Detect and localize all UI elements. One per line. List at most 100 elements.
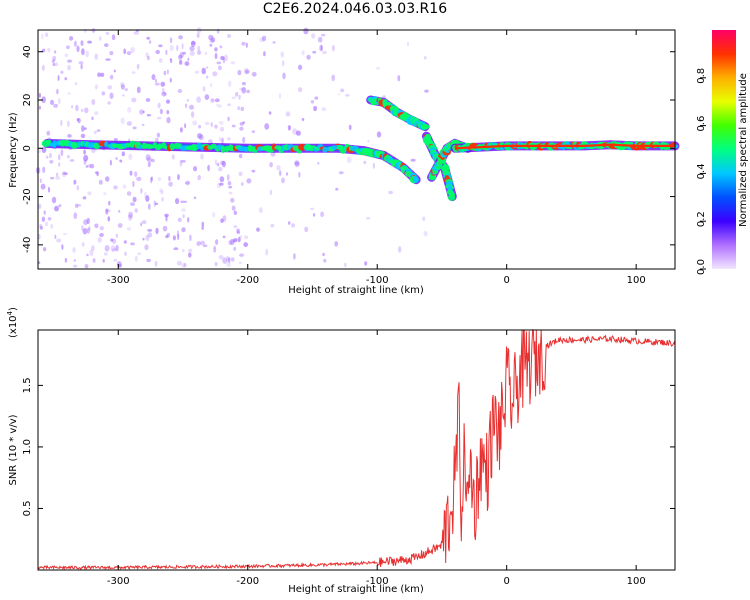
speckle-dot	[145, 195, 150, 202]
speckle-dot	[57, 75, 60, 81]
speckle-dot	[228, 80, 232, 88]
speckle-dot	[134, 171, 138, 178]
speckle-dot	[108, 200, 111, 206]
speckle-dot	[94, 84, 98, 90]
speckle-dot	[41, 216, 46, 222]
speckle-dot	[128, 153, 133, 160]
speckle-dot	[227, 137, 231, 141]
speckle-dot	[272, 41, 276, 44]
speckle-dot	[40, 225, 43, 230]
speckle-dot	[220, 55, 225, 61]
speckle-dot	[331, 74, 336, 82]
ridge-blob	[190, 144, 199, 151]
speckle-dot	[142, 110, 145, 114]
speckle-dot	[72, 247, 76, 253]
speckle-dot	[144, 191, 147, 199]
speckle-dot	[269, 189, 272, 196]
speckle-dot	[50, 99, 54, 105]
speckle-dot	[122, 94, 125, 97]
speckle-dot	[44, 32, 49, 38]
speckle-dot	[60, 149, 64, 157]
speckle-layer	[35, 27, 429, 269]
speckle-dot	[184, 200, 187, 204]
speckle-dot	[80, 63, 83, 70]
speckle-dot	[80, 40, 84, 46]
speckle-dot	[169, 77, 172, 83]
speckle-dot	[227, 181, 232, 186]
speckle-dot	[181, 262, 187, 268]
speckle-dot	[109, 92, 114, 99]
speckle-dot	[242, 121, 245, 124]
speckle-dot	[56, 238, 62, 243]
speckle-dot	[158, 44, 163, 48]
speckle-dot	[214, 47, 218, 52]
speckle-dot	[155, 137, 159, 143]
speckle-dot	[155, 227, 159, 235]
speckle-dot	[259, 37, 265, 43]
speckle-dot	[338, 92, 340, 96]
speckle-dot	[103, 252, 108, 256]
speckle-dot	[230, 197, 235, 203]
speckle-dot	[130, 202, 135, 207]
speckle-dot	[42, 166, 46, 173]
speckle-dot	[179, 51, 184, 59]
speckle-dot	[74, 82, 78, 86]
speckle-dot	[146, 114, 152, 117]
y-tick-label: 1.5	[22, 377, 33, 393]
ridge-layer	[41, 95, 680, 202]
x-tick-label: -200	[236, 576, 259, 587]
colorbar-tick-label: 0.0	[696, 259, 707, 275]
speckle-dot	[117, 223, 123, 228]
speckle-dot	[238, 171, 243, 177]
speckle-dot	[96, 129, 101, 132]
speckle-dot	[88, 163, 91, 168]
speckle-dot	[178, 54, 183, 60]
speckle-dot	[200, 153, 204, 160]
speckle-dot	[160, 81, 166, 87]
speckle-dot	[123, 240, 127, 244]
speckle-dot	[286, 172, 288, 176]
speckle-dot	[91, 99, 96, 105]
speckle-dot	[244, 235, 249, 239]
speckle-dot	[241, 87, 247, 94]
y-tick-label: 1.0	[22, 439, 33, 455]
speckle-dot	[47, 217, 52, 221]
speckle-dot	[281, 60, 285, 67]
speckle-dot	[128, 214, 133, 221]
speckle-dot	[145, 98, 151, 102]
speckle-dot	[54, 50, 57, 54]
speckle-dot	[73, 40, 77, 47]
speckle-dot	[107, 101, 111, 105]
speckle-dot	[240, 106, 245, 111]
speckle-dot	[322, 252, 325, 257]
speckle-dot	[332, 44, 335, 52]
speckle-dot	[161, 91, 167, 97]
speckle-dot	[218, 254, 224, 260]
speckle-dot	[100, 72, 105, 78]
speckle-dot	[38, 203, 42, 209]
snr-x-ticks: -300 -200 -100 0 100	[107, 330, 646, 587]
speckle-dot	[132, 126, 137, 130]
speckle-dot	[85, 50, 89, 58]
speckle-dot	[58, 162, 61, 167]
x-tick-label: -100	[366, 576, 389, 587]
speckle-dot	[228, 240, 233, 246]
speckle-dot	[162, 225, 168, 232]
speckle-dot	[134, 255, 138, 262]
speckle-dot	[132, 196, 137, 203]
speckle-dot	[291, 223, 296, 228]
speckle-dot	[89, 163, 95, 169]
speckle-dot	[156, 116, 162, 120]
speckle-dot	[189, 46, 195, 52]
speckle-dot	[99, 36, 102, 41]
speckle-dot	[298, 171, 301, 178]
speckle-dot	[168, 175, 171, 182]
ridge-blob	[77, 141, 82, 148]
speckle-dot	[239, 87, 245, 91]
speckle-dot	[131, 71, 136, 74]
speckle-dot	[39, 223, 43, 230]
speckle-dot	[187, 217, 190, 223]
speckle-dot	[196, 241, 201, 246]
speckle-dot	[165, 234, 169, 239]
speckle-dot	[103, 192, 107, 196]
